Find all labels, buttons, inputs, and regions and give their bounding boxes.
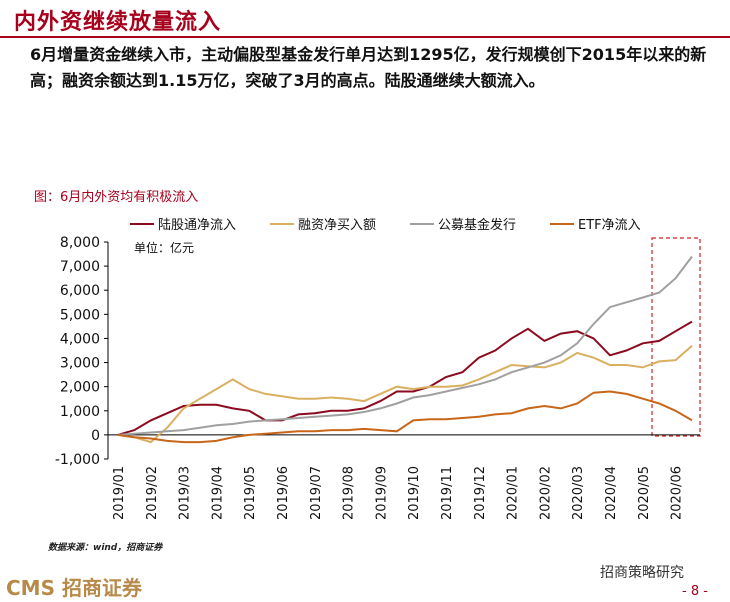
highlight-box (651, 237, 701, 437)
unit-label: 单位：亿元 (134, 240, 194, 255)
x-tick-label: 2020/03 (571, 466, 586, 520)
x-tick-label: 2019/02 (145, 466, 160, 520)
y-tick-label: 8,000 (60, 235, 100, 251)
x-tick-label: 2019/05 (243, 466, 258, 520)
series-line (117, 320, 693, 436)
legend-label: 陆股通净流入 (158, 217, 236, 233)
y-tick-label: 0 (91, 428, 100, 444)
logo: CMS 招商证券 (6, 576, 142, 600)
page-number: - 8 - (682, 584, 708, 599)
x-tick-label: 2019/06 (276, 466, 291, 520)
y-tick-label: 4,000 (60, 331, 100, 347)
title-rule (0, 36, 730, 38)
source-note: 数据来源：wind，招商证券 (48, 543, 163, 553)
x-tick-label: 2020/06 (670, 466, 685, 520)
series-line (117, 255, 693, 436)
wechat-account: 招商策略研究 (600, 565, 684, 581)
x-tick-label: 2019/07 (309, 466, 324, 520)
x-tick-label: 2019/12 (473, 466, 488, 520)
x-tick-label: 2019/04 (210, 466, 225, 520)
chart-title: 图：6月内外资均有积极流入 (34, 189, 198, 205)
y-tick-label: 7,000 (60, 259, 100, 275)
legend-label: 公募基金发行 (438, 217, 516, 233)
x-tick-label: 2019/03 (178, 466, 193, 520)
y-tick-label: 6,000 (60, 283, 100, 299)
series-line (117, 390, 693, 444)
x-tick-label: 2020/01 (506, 466, 521, 520)
series-line (117, 344, 693, 444)
slide-title: 内外资继续放量流入 (14, 10, 222, 35)
y-tick-label: 3,000 (60, 356, 100, 372)
y-tick-label: 1,000 (60, 404, 100, 420)
x-tick-label: 2020/05 (637, 466, 652, 520)
y-tick-label: 2,000 (60, 380, 100, 396)
x-tick-label: 2019/10 (407, 466, 422, 520)
y-tick-label: 5,000 (60, 307, 100, 323)
x-tick-label: 2020/04 (604, 466, 619, 520)
x-tick-label: 2019/01 (112, 466, 127, 520)
x-tick-label: 2019/11 (440, 466, 455, 520)
x-tick-label: 2019/09 (374, 466, 389, 520)
y-tick-label: -1,000 (55, 452, 100, 468)
x-tick-label: 2019/08 (342, 466, 357, 520)
summary-text: 6月增量资金继续入市，主动偏股型基金发行单月达到1295亿，发行规模创下2015… (30, 45, 707, 90)
legend-label: 融资净买入额 (298, 218, 376, 233)
x-tick-label: 2020/02 (538, 466, 553, 520)
legend-label: ETF净流入 (578, 218, 641, 233)
